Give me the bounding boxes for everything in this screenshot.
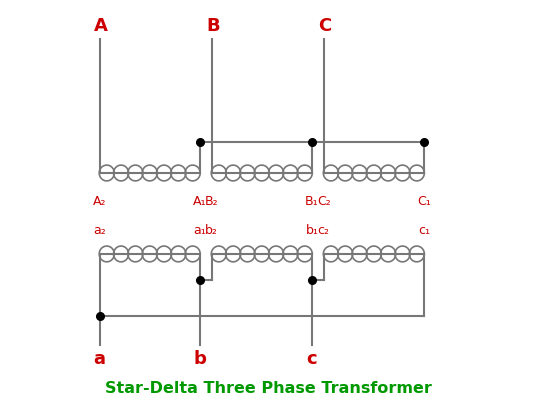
Text: A: A (94, 17, 108, 35)
Text: C₂: C₂ (317, 194, 331, 207)
Text: b₁: b₁ (306, 223, 318, 236)
Text: c₂: c₂ (318, 223, 330, 236)
Text: C₁: C₁ (417, 194, 431, 207)
Text: a: a (94, 349, 106, 367)
Text: a₁: a₁ (193, 223, 206, 236)
Text: a₂: a₂ (93, 223, 106, 236)
Text: Star-Delta Three Phase Transformer: Star-Delta Three Phase Transformer (105, 381, 431, 395)
Text: c: c (307, 349, 317, 367)
Text: C: C (318, 17, 332, 35)
Text: b₂: b₂ (205, 223, 218, 236)
Text: A₁: A₁ (193, 194, 206, 207)
Text: B: B (206, 17, 220, 35)
Text: b: b (193, 349, 206, 367)
Text: c₁: c₁ (418, 223, 430, 236)
Text: B₁: B₁ (305, 194, 319, 207)
Text: B₂: B₂ (205, 194, 219, 207)
Text: A₂: A₂ (93, 194, 106, 207)
